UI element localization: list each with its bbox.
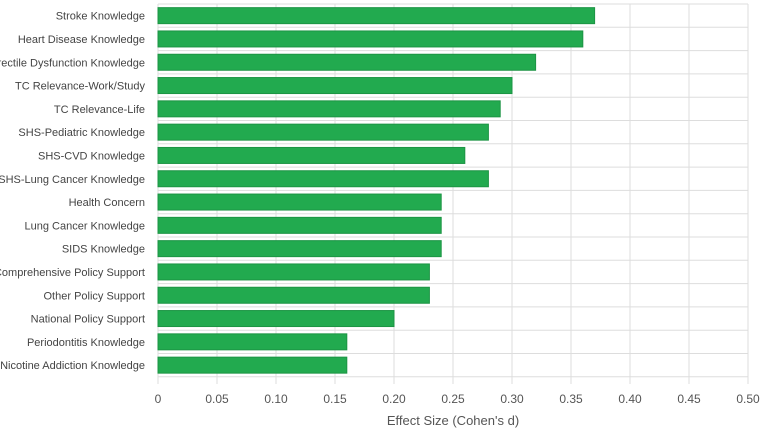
category-label: Nicotine Addiction Knowledge — [0, 360, 145, 372]
bar — [157, 193, 442, 211]
category-label: Lung Cancer Knowledge — [25, 220, 145, 232]
x-tick-label: 0 — [155, 392, 162, 406]
category-label: National Policy Support — [31, 314, 145, 326]
bar — [157, 53, 537, 71]
category-label: SIDS Knowledge — [62, 244, 145, 256]
category-label: Comprehensive Policy Support — [0, 267, 145, 279]
bar — [157, 146, 466, 164]
bar — [157, 216, 442, 234]
x-tick-label: 0.20 — [382, 392, 406, 406]
bar — [157, 77, 513, 95]
x-tick-label: 0.10 — [264, 392, 288, 406]
category-label: Stroke Knowledge — [56, 11, 145, 23]
category-label: SHS-Lung Cancer Knowledge — [0, 174, 145, 186]
bar — [157, 263, 430, 281]
bar — [157, 170, 489, 188]
x-tick-labels: 0 0.05 0.10 0.15 0.20 0.25 0.30 0.35 0.40 0.45 0.5… — [155, 392, 760, 406]
x-tick-label: 0.05 — [205, 392, 229, 406]
bar — [157, 123, 489, 141]
x-tick-label: 0.35 — [559, 392, 583, 406]
category-label: Other Policy Support — [44, 290, 146, 302]
x-axis-title: Effect Size (Cohen's d) — [387, 413, 519, 428]
bar — [157, 30, 584, 48]
category-label: Health Concern — [69, 197, 145, 209]
x-tick-label: 0.15 — [323, 392, 347, 406]
bar — [157, 310, 395, 328]
bar — [157, 7, 596, 25]
x-tick-label: 0.40 — [618, 392, 642, 406]
x-tick-label: 0.45 — [677, 392, 701, 406]
bar — [157, 286, 430, 304]
bar — [157, 356, 348, 374]
bar — [157, 240, 442, 258]
x-tick-label: 0.25 — [441, 392, 465, 406]
category-label: SHS-Pediatric Knowledge — [18, 127, 145, 139]
category-label: Periodontitis Knowledge — [27, 337, 145, 349]
category-label: TC Relevance-Life — [54, 104, 145, 116]
category-label: TC Relevance-Work/Study — [15, 81, 146, 93]
category-labels: Stroke Knowledge Heart Disease Knowledge E… — [0, 11, 146, 372]
bar — [157, 100, 501, 118]
bar — [157, 333, 348, 351]
bars — [157, 7, 596, 374]
x-tick-label: 0.30 — [500, 392, 524, 406]
category-label: Heart Disease Knowledge — [18, 34, 145, 46]
category-label: SHS-CVD Knowledge — [38, 150, 145, 162]
x-tick-label: 0.50 — [736, 392, 760, 406]
category-label: Erectile Dysfunction Knowledge — [0, 57, 145, 69]
